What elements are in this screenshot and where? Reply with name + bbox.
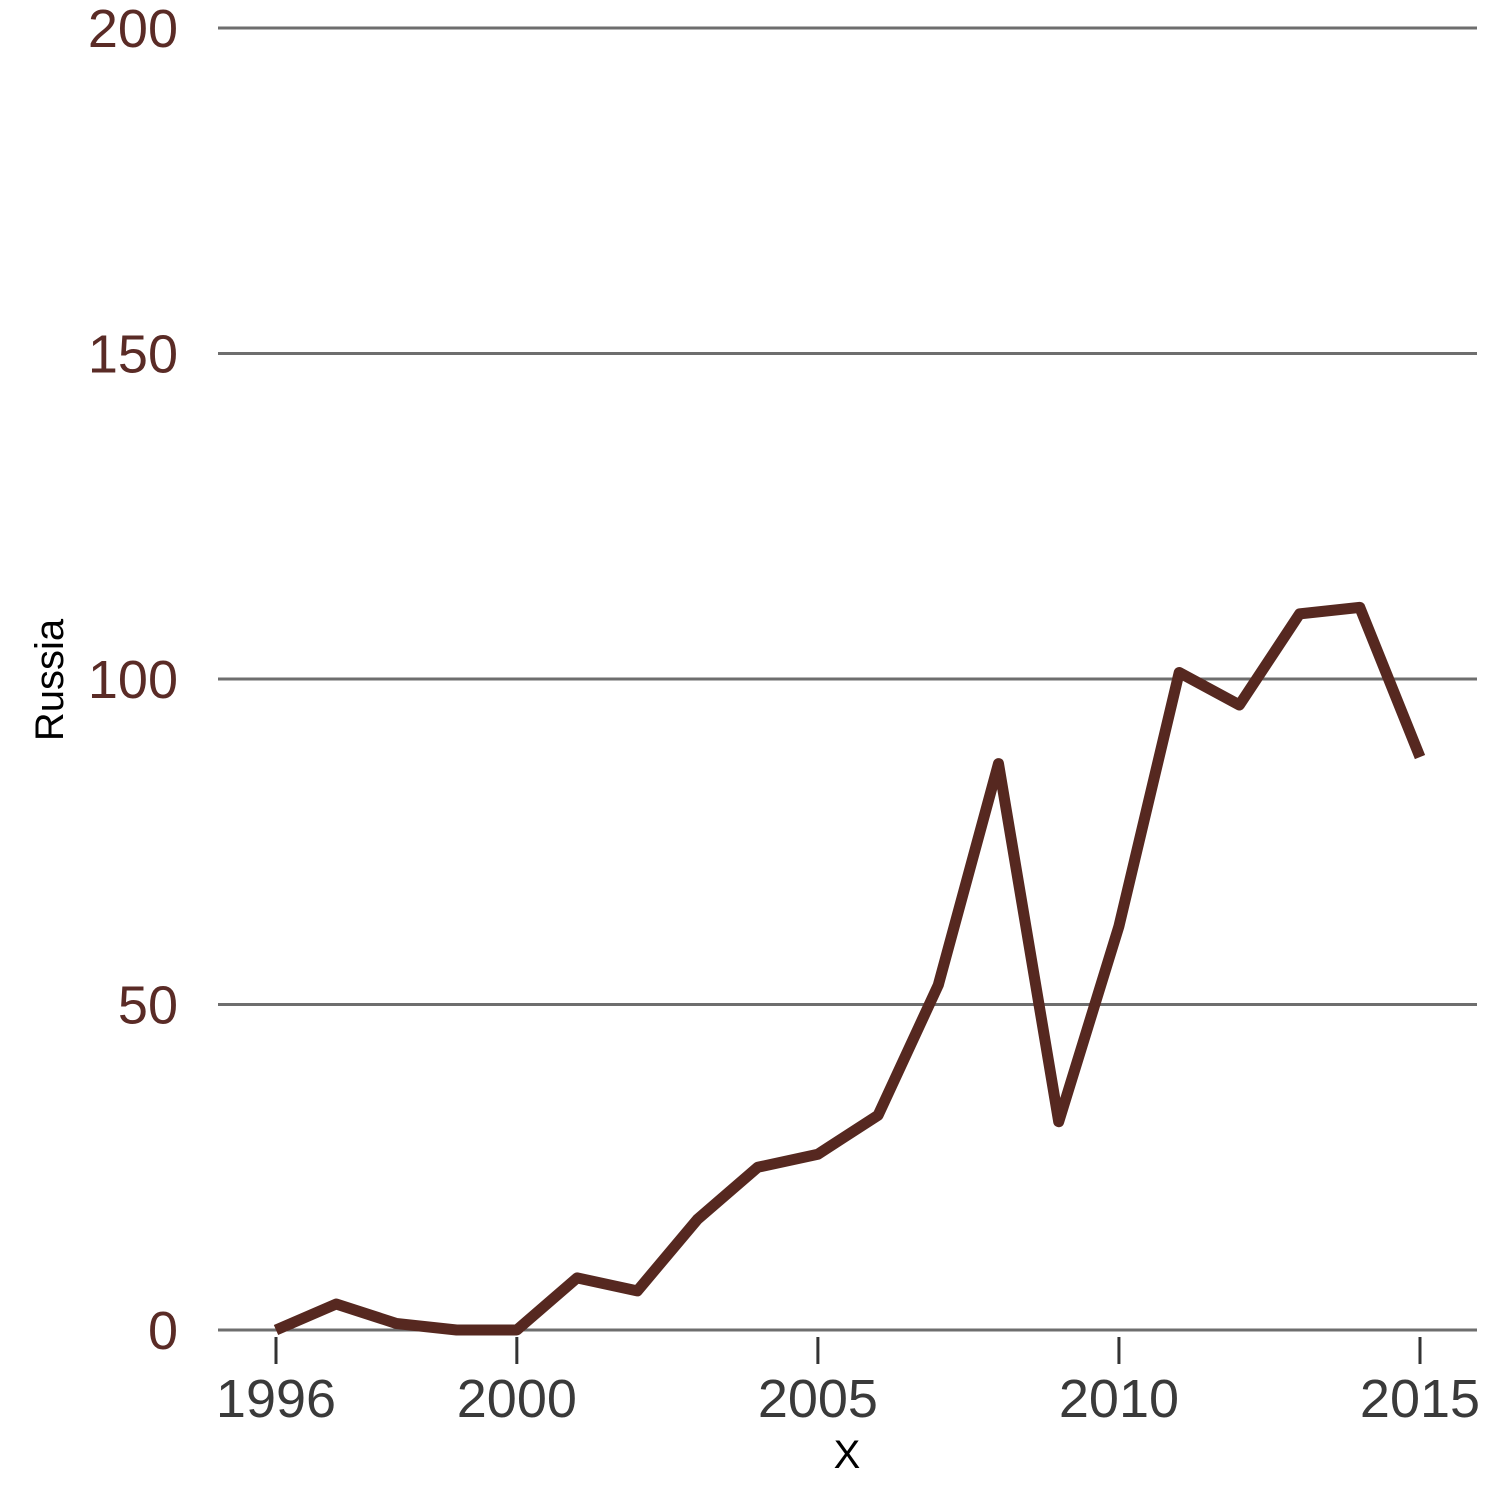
x-tick-label-1996: 1996 [216,1369,336,1429]
series-line-0 [273,601,1426,1336]
x-tick-label-2010: 2010 [1059,1369,1179,1429]
y-tick-label-100: 100 [88,650,178,710]
y-tick-labels: 0 50 100 150 200 [88,0,178,1361]
y-tick-label-50: 50 [118,976,178,1036]
y-tick-label-0: 0 [148,1301,178,1361]
x-tick-labels: 1996 2000 2005 2010 2015 [216,1369,1480,1429]
y-axis-title: Russia [28,618,72,741]
x-tick-label-2015: 2015 [1360,1369,1480,1429]
x-tick-label-2005: 2005 [758,1369,878,1429]
gridlines [218,26,1477,1332]
y-tick-label-200: 200 [88,0,178,59]
x-axis-title: X [834,1433,861,1477]
x-tick-label-2000: 2000 [457,1369,577,1429]
y-tick-label-150: 150 [88,325,178,385]
x-ticks [274,1337,1422,1364]
series-layer [273,601,1426,1336]
